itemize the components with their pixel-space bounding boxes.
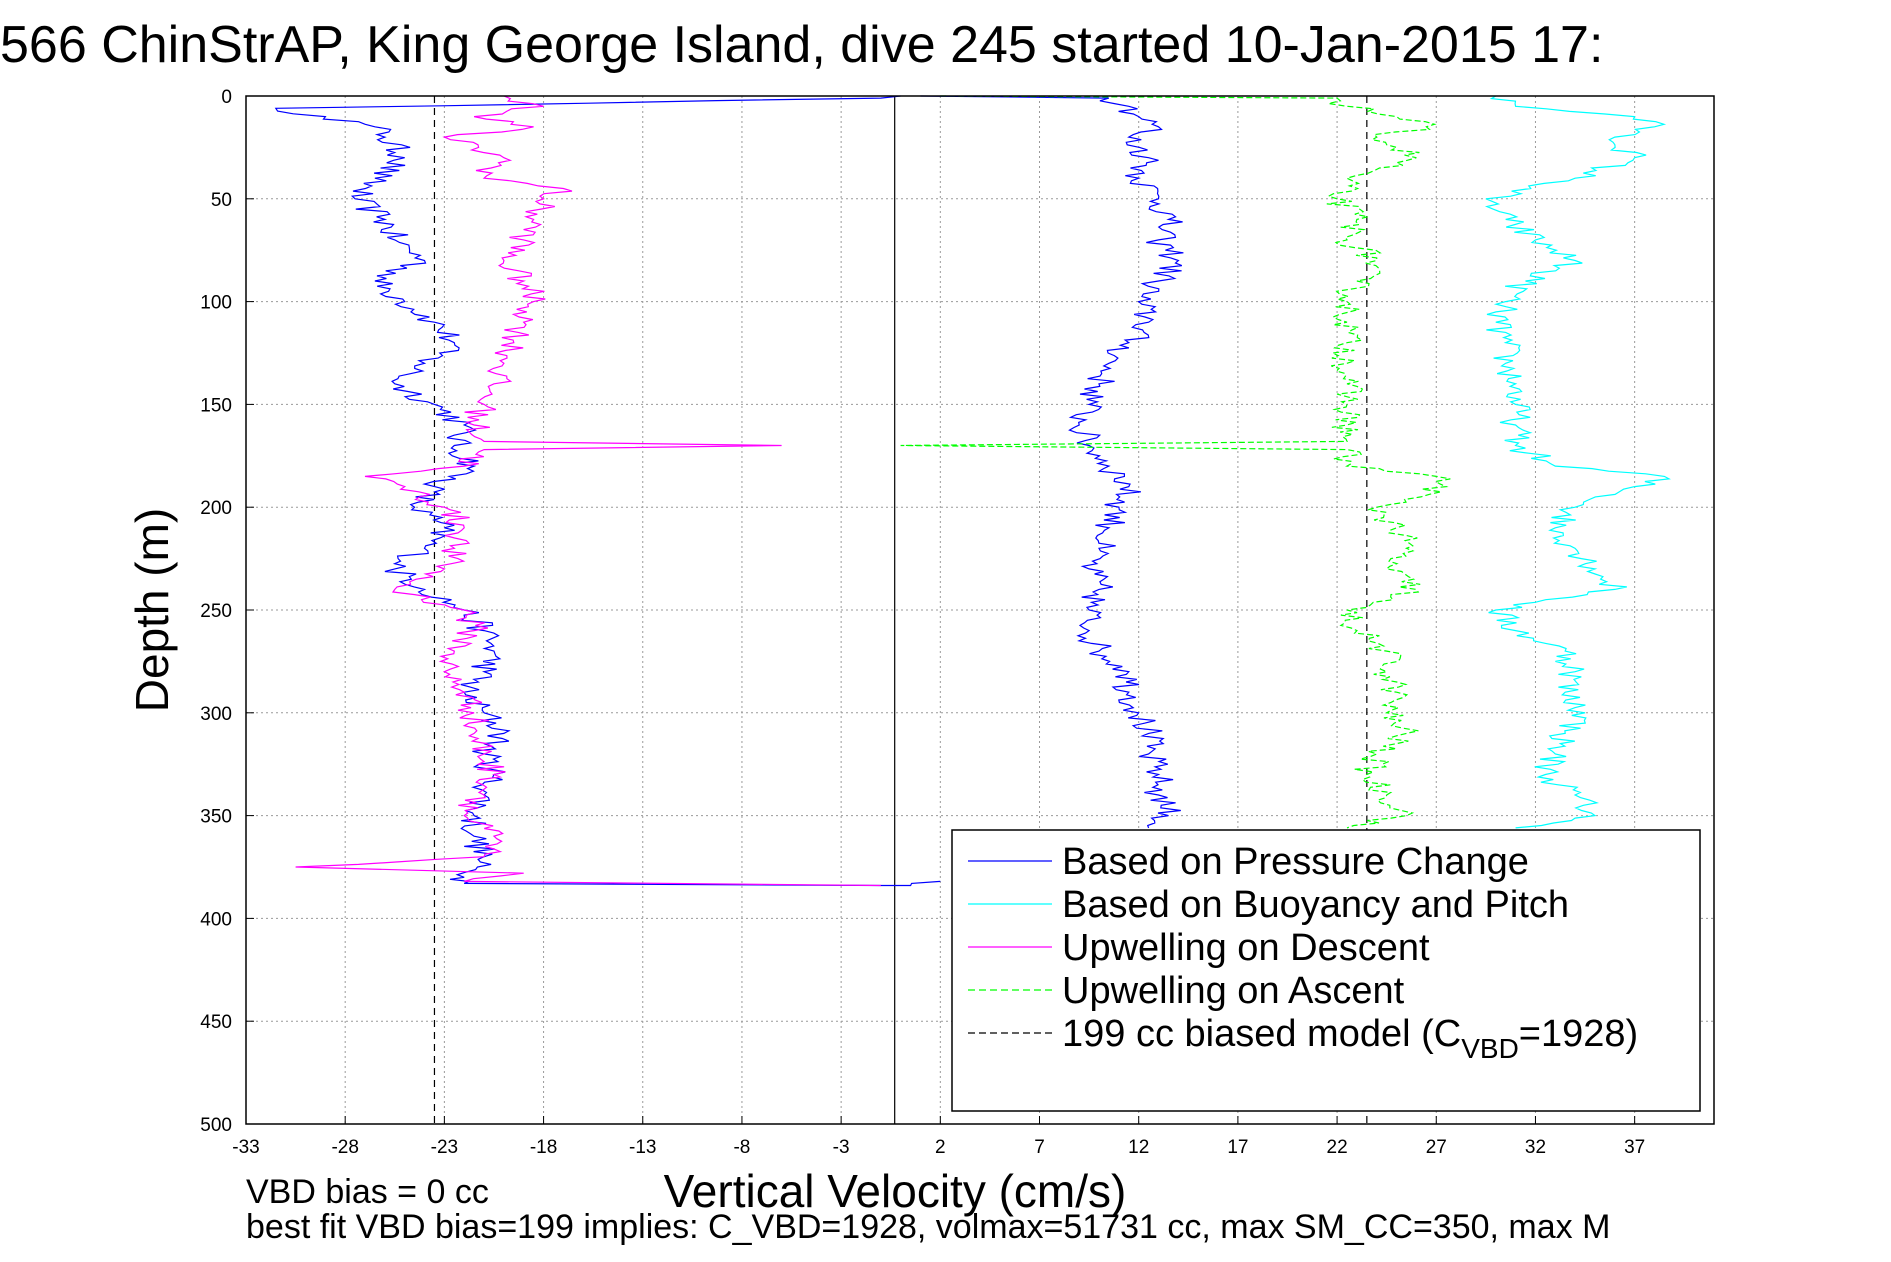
x-tick-label: 37 bbox=[1624, 1137, 1645, 1158]
x-tick-label: 22 bbox=[1327, 1137, 1348, 1158]
series-line bbox=[1484, 95, 1671, 829]
y-tick-label: 450 bbox=[200, 1012, 232, 1033]
chart-title: 566 ChinStrAP, King George Island, dive … bbox=[0, 16, 1603, 74]
x-tick-label: -23 bbox=[431, 1137, 458, 1158]
y-axis-label: Depth (m) bbox=[126, 508, 178, 712]
y-tick-label: 200 bbox=[200, 498, 232, 519]
y-tick-label: 300 bbox=[200, 704, 232, 725]
y-tick-label: 50 bbox=[211, 190, 232, 211]
plot-frame bbox=[245, 95, 1715, 1125]
x-axis-label: Vertical Velocity (cm/s) bbox=[664, 1165, 1127, 1217]
legend-entry-label: Based on Buoyancy and Pitch bbox=[1062, 884, 1569, 926]
y-tick-label: 100 bbox=[200, 293, 232, 314]
x-tick-labels: -33 -28 -23 -18 -13 -8 -3 2 7 12 17 22 27 32 37 bbox=[232, 1137, 1645, 1158]
x-tick-label: 17 bbox=[1227, 1137, 1248, 1158]
y-tick-label: 250 bbox=[200, 601, 232, 622]
y-tick-labels: 0 50 100 150 200 250 300 350 400 450 500 bbox=[200, 87, 232, 1136]
series-line bbox=[295, 95, 881, 887]
x-tick-label: 32 bbox=[1525, 1137, 1546, 1158]
legend-box bbox=[951, 829, 1701, 1112]
y-tick-label: 350 bbox=[200, 807, 232, 828]
series-line bbox=[900, 95, 1451, 829]
x-tick-label: 7 bbox=[1034, 1137, 1045, 1158]
legend-entry-label: 199 cc biased model (CVBD=1928) bbox=[1062, 1013, 1638, 1064]
x-tick-label: -3 bbox=[833, 1137, 850, 1158]
x-tick-label: 27 bbox=[1426, 1137, 1447, 1158]
x-tick-label: -33 bbox=[232, 1137, 259, 1158]
x-tick-label: 12 bbox=[1128, 1137, 1149, 1158]
x-tick-label: -8 bbox=[733, 1137, 750, 1158]
legend-entry-label: Upwelling on Descent bbox=[1062, 927, 1430, 969]
x-tick-label: -13 bbox=[629, 1137, 656, 1158]
series-line bbox=[274, 95, 941, 887]
plot-lines bbox=[274, 95, 1671, 1124]
best-fit-note: best fit VBD bias=199 implies: C_VBD=192… bbox=[246, 1208, 1610, 1246]
x-tick-label: -28 bbox=[331, 1137, 358, 1158]
legend-entry-label: Based on Pressure Change bbox=[1062, 841, 1529, 883]
vbd-bias-note: VBD bias = 0 cc bbox=[246, 1173, 489, 1211]
x-tick-label: -18 bbox=[530, 1137, 557, 1158]
legend-entry-label: Upwelling on Ascent bbox=[1062, 970, 1405, 1012]
x-tick-label: 2 bbox=[935, 1137, 946, 1158]
y-tick-label: 150 bbox=[200, 395, 232, 416]
series-line bbox=[920, 95, 1184, 829]
y-tick-label: 400 bbox=[200, 909, 232, 930]
y-tick-label: 500 bbox=[200, 1115, 232, 1136]
y-tick-label: 0 bbox=[221, 87, 232, 108]
